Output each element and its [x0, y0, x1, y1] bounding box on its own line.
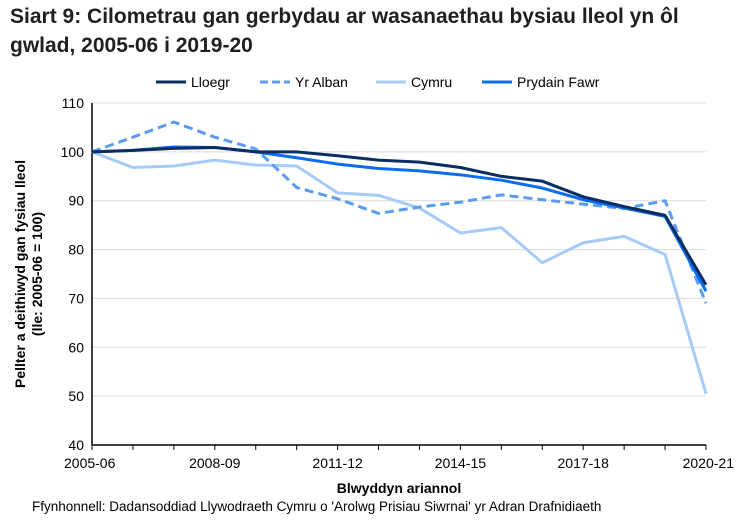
legend-label: Lloegr — [191, 74, 230, 90]
series-line-yr-alban — [91, 120, 708, 304]
x-axis-title: Blwyddyn ariannol — [337, 480, 461, 496]
y-tick-label: 110 — [62, 95, 85, 111]
source-note: Ffynhonnell: Dadansoddiad Llywodraeth Cy… — [32, 499, 602, 514]
x-tick-label: 2020-21 — [683, 455, 735, 471]
y-axis-title: Pellter a deithiwyd gan fysiau lleol — [12, 160, 28, 388]
x-tick-label: 2005-06 — [64, 455, 116, 471]
x-tick-label: 2011-12 — [312, 455, 363, 471]
legend-label: Yr Alban — [295, 74, 348, 90]
y-tick-label: 80 — [68, 242, 84, 258]
y-tick-label: 100 — [61, 144, 85, 160]
legend-label: Prydain Fawr — [517, 74, 600, 90]
x-tick-label: 2017-18 — [558, 455, 610, 471]
y-tick-label: 50 — [68, 388, 84, 404]
series-line-prydain-fawr — [91, 145, 708, 292]
series-line-lloegr — [91, 145, 708, 286]
series-line-cymru — [91, 150, 708, 395]
legend-label: Cymru — [411, 74, 452, 90]
y-tick-label: 90 — [68, 193, 84, 209]
y-tick-label: 70 — [68, 290, 84, 306]
y-tick-label: 60 — [68, 339, 84, 355]
chart-title: Siart 9: Cilometrau gan gerbydau ar wasa… — [10, 5, 679, 57]
y-tick-label: 40 — [68, 437, 84, 453]
y-axis-title: (lle: 2005-06 = 100) — [29, 212, 45, 336]
x-tick-label: 2014-15 — [435, 455, 487, 471]
x-tick-label: 2008-09 — [189, 455, 241, 471]
